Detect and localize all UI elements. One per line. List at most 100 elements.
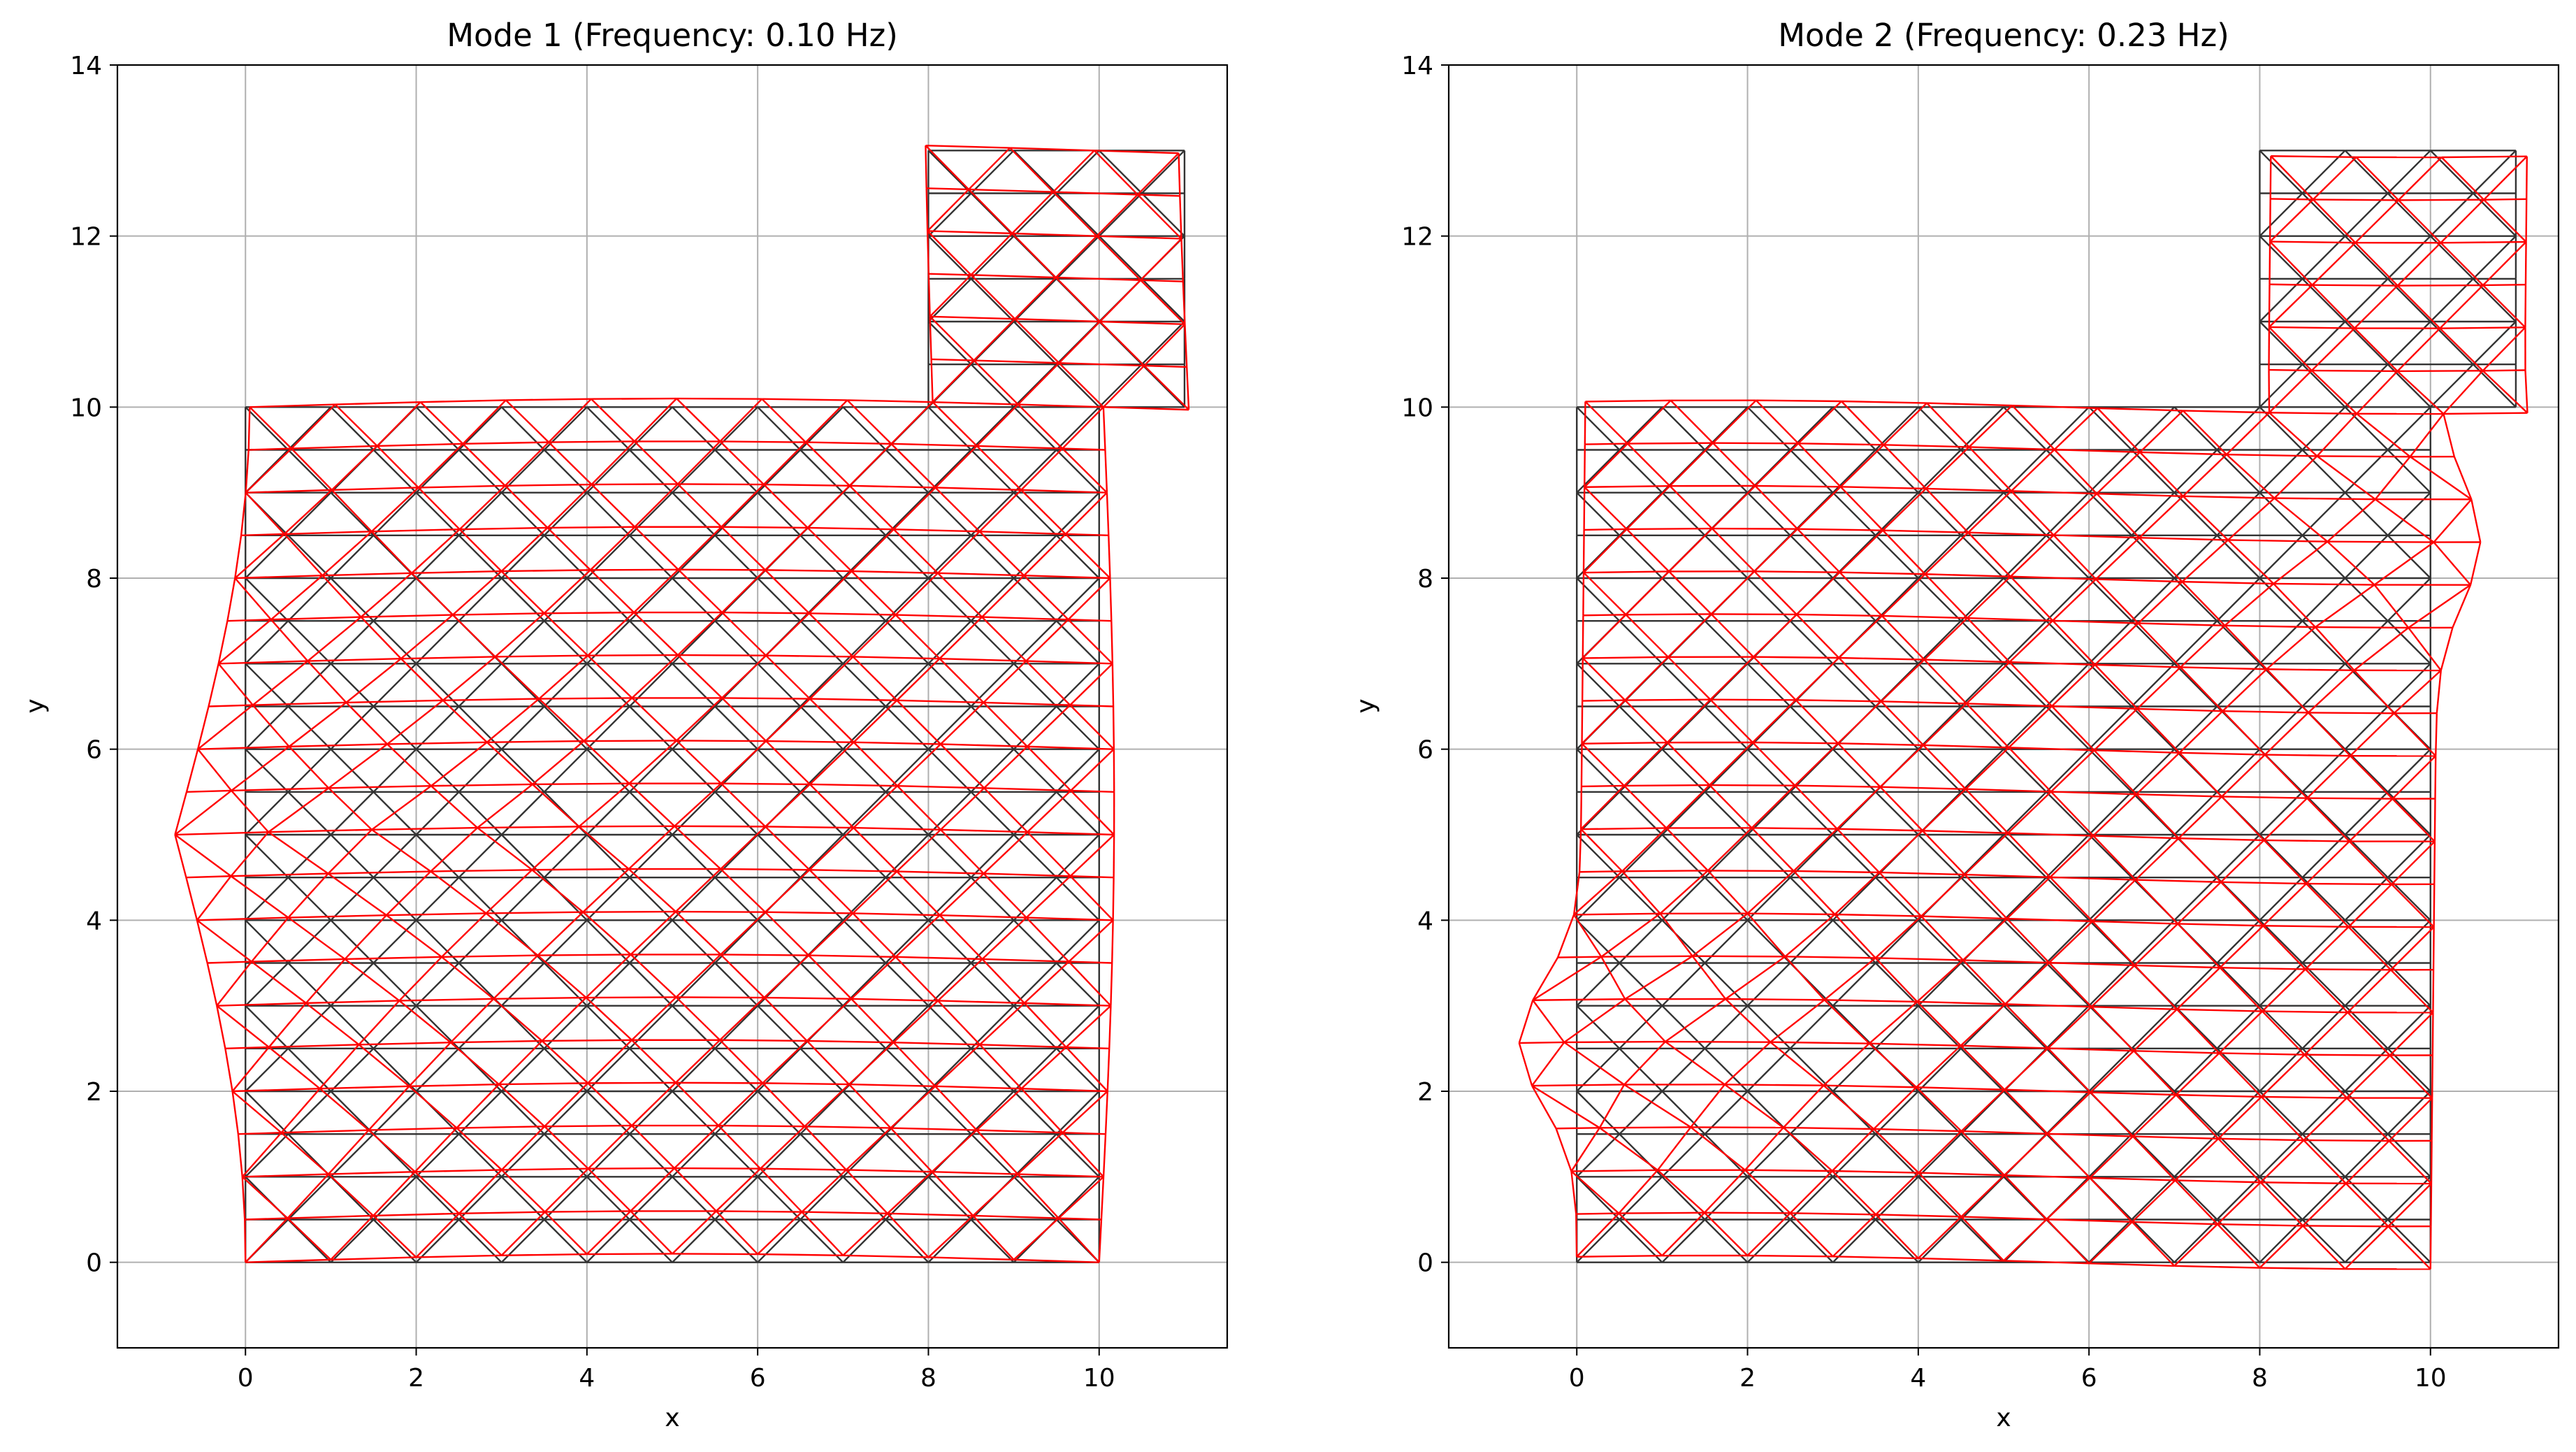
mesh-edge-original: [2088, 449, 2133, 494]
mesh-edge-original: [330, 406, 375, 451]
mesh-edge-deformed: [762, 1082, 806, 1128]
mesh-edge-deformed: [2221, 754, 2266, 798]
mesh-edge-deformed: [1666, 698, 1712, 744]
mesh-edge-deformed: [1563, 998, 1626, 1043]
mesh-edge-deformed: [851, 998, 895, 1044]
mesh-edge-deformed: [2008, 832, 2094, 837]
mesh-edge-deformed: [2431, 1098, 2433, 1141]
x-tick-label: 0: [238, 1364, 254, 1393]
mesh-edge-original: [586, 491, 630, 536]
mesh-edge-original: [1832, 406, 1876, 451]
mesh-edge-deformed: [408, 1085, 458, 1129]
mesh-edge-original: [672, 877, 716, 921]
mesh-edge-deformed: [1692, 955, 1786, 958]
mesh-edge-original: [1055, 877, 1100, 921]
mesh-edge-original: [2216, 1005, 2261, 1049]
mesh-edge-original: [287, 962, 332, 1007]
mesh-edge-deformed: [1574, 912, 1660, 916]
mesh-edge-deformed: [334, 403, 378, 447]
mesh-edge-deformed: [1027, 790, 1072, 833]
mesh-edge-deformed: [897, 785, 941, 831]
mesh-edge-deformed: [2443, 370, 2484, 415]
mesh-edge-deformed: [1790, 1212, 1876, 1216]
mesh-edge-deformed: [1839, 571, 1925, 575]
mesh-edge-deformed: [1656, 1126, 1692, 1171]
mesh-edge-original: [629, 1005, 673, 1049]
mesh-edge-deformed: [2096, 493, 2140, 539]
mesh-edge-deformed: [415, 1213, 460, 1258]
mesh-edge-deformed: [2271, 155, 2357, 159]
mesh-edge-original: [1055, 748, 1100, 793]
mesh-edge-deformed: [368, 1129, 416, 1173]
mesh-edge-original: [970, 962, 1015, 1007]
mesh-edge-deformed: [2005, 1003, 2092, 1008]
mesh-edge-deformed: [2306, 883, 2350, 928]
mesh-edge-deformed: [2439, 327, 2484, 372]
mesh-edge-deformed: [1795, 657, 1840, 701]
mesh-edge-deformed: [806, 484, 851, 529]
mesh-edge-deformed: [442, 656, 496, 701]
mesh-edge-deformed: [2482, 326, 2526, 372]
mesh-edge-deformed: [1965, 703, 2010, 749]
mesh-edge-deformed: [1624, 656, 1669, 701]
mesh-edge-original: [1576, 962, 1621, 1007]
mesh-edge-deformed: [1724, 1084, 1784, 1128]
mesh-edge-deformed: [1918, 1172, 2005, 1177]
mesh-edge-deformed: [1623, 1041, 1666, 1086]
mesh-edge-original: [372, 1219, 417, 1263]
mesh-edge-original: [2003, 748, 2047, 793]
mesh-edge-original: [2131, 663, 2176, 707]
mesh-edge-deformed: [2011, 490, 2097, 495]
mesh-edge-deformed: [2302, 1182, 2347, 1227]
mesh-edge-deformed: [940, 702, 985, 745]
mesh-edge-original: [970, 1133, 1015, 1178]
mesh-edge-original: [287, 491, 332, 536]
mesh-edge-deformed: [1067, 577, 1111, 621]
mesh-edge-deformed: [1920, 915, 1964, 961]
mesh-edge-original: [287, 919, 332, 964]
mesh-edge-deformed: [2226, 453, 2317, 457]
mesh-edge-deformed: [1052, 191, 1098, 237]
mesh-edge-original: [885, 449, 929, 494]
mesh-edge-original: [2131, 748, 2176, 793]
mesh-edge-deformed: [307, 660, 347, 703]
mesh-edge-original: [1874, 577, 1919, 622]
mesh-edge-deformed: [485, 912, 539, 956]
mesh-edge-original: [1832, 919, 1876, 964]
mesh-edge-deformed: [232, 1088, 320, 1093]
mesh-edge-deformed: [2347, 969, 2392, 1014]
mesh-edge-deformed: [477, 783, 533, 829]
mesh-edge-original: [1576, 877, 1621, 921]
mesh-edge-deformed: [2304, 1054, 2390, 1056]
mesh-edge-deformed: [976, 445, 1063, 450]
mesh-edge-deformed: [2443, 413, 2456, 457]
mesh-edge-original: [287, 748, 332, 793]
mesh-edge-deformed: [2524, 370, 2528, 413]
mesh-edge-original: [927, 877, 972, 921]
mesh-edge-deformed: [806, 1040, 850, 1085]
mesh-edge-original: [2131, 1219, 2176, 1263]
mesh-edge-deformed: [2131, 1221, 2176, 1267]
mesh-edge-deformed: [853, 785, 898, 828]
mesh-edge-deformed: [230, 875, 289, 919]
mesh-edge-original: [970, 877, 1015, 921]
mesh-edge-deformed: [2053, 534, 2140, 539]
mesh-edge-original: [586, 1176, 630, 1221]
mesh-edge-deformed: [458, 529, 502, 572]
mesh-edge-deformed: [591, 440, 635, 485]
mesh-edge-deformed: [887, 1171, 933, 1214]
mesh-edge-deformed: [1836, 786, 1881, 830]
mesh-edge-deformed: [1962, 959, 2006, 1005]
mesh-edge-deformed: [590, 526, 636, 571]
mesh-edge-deformed: [634, 526, 679, 570]
mesh-edge-original: [2088, 577, 2133, 622]
y-tick-label: 2: [86, 1078, 102, 1107]
mesh-edge-original: [586, 406, 630, 451]
mesh-edge-deformed: [2264, 712, 2309, 756]
mesh-edge-deformed: [970, 233, 1013, 276]
mesh-edge-deformed: [976, 403, 1019, 447]
mesh-edge-deformed: [386, 914, 442, 958]
mesh-edge-deformed: [1879, 872, 1922, 917]
mesh-edge-deformed: [1583, 572, 1627, 616]
